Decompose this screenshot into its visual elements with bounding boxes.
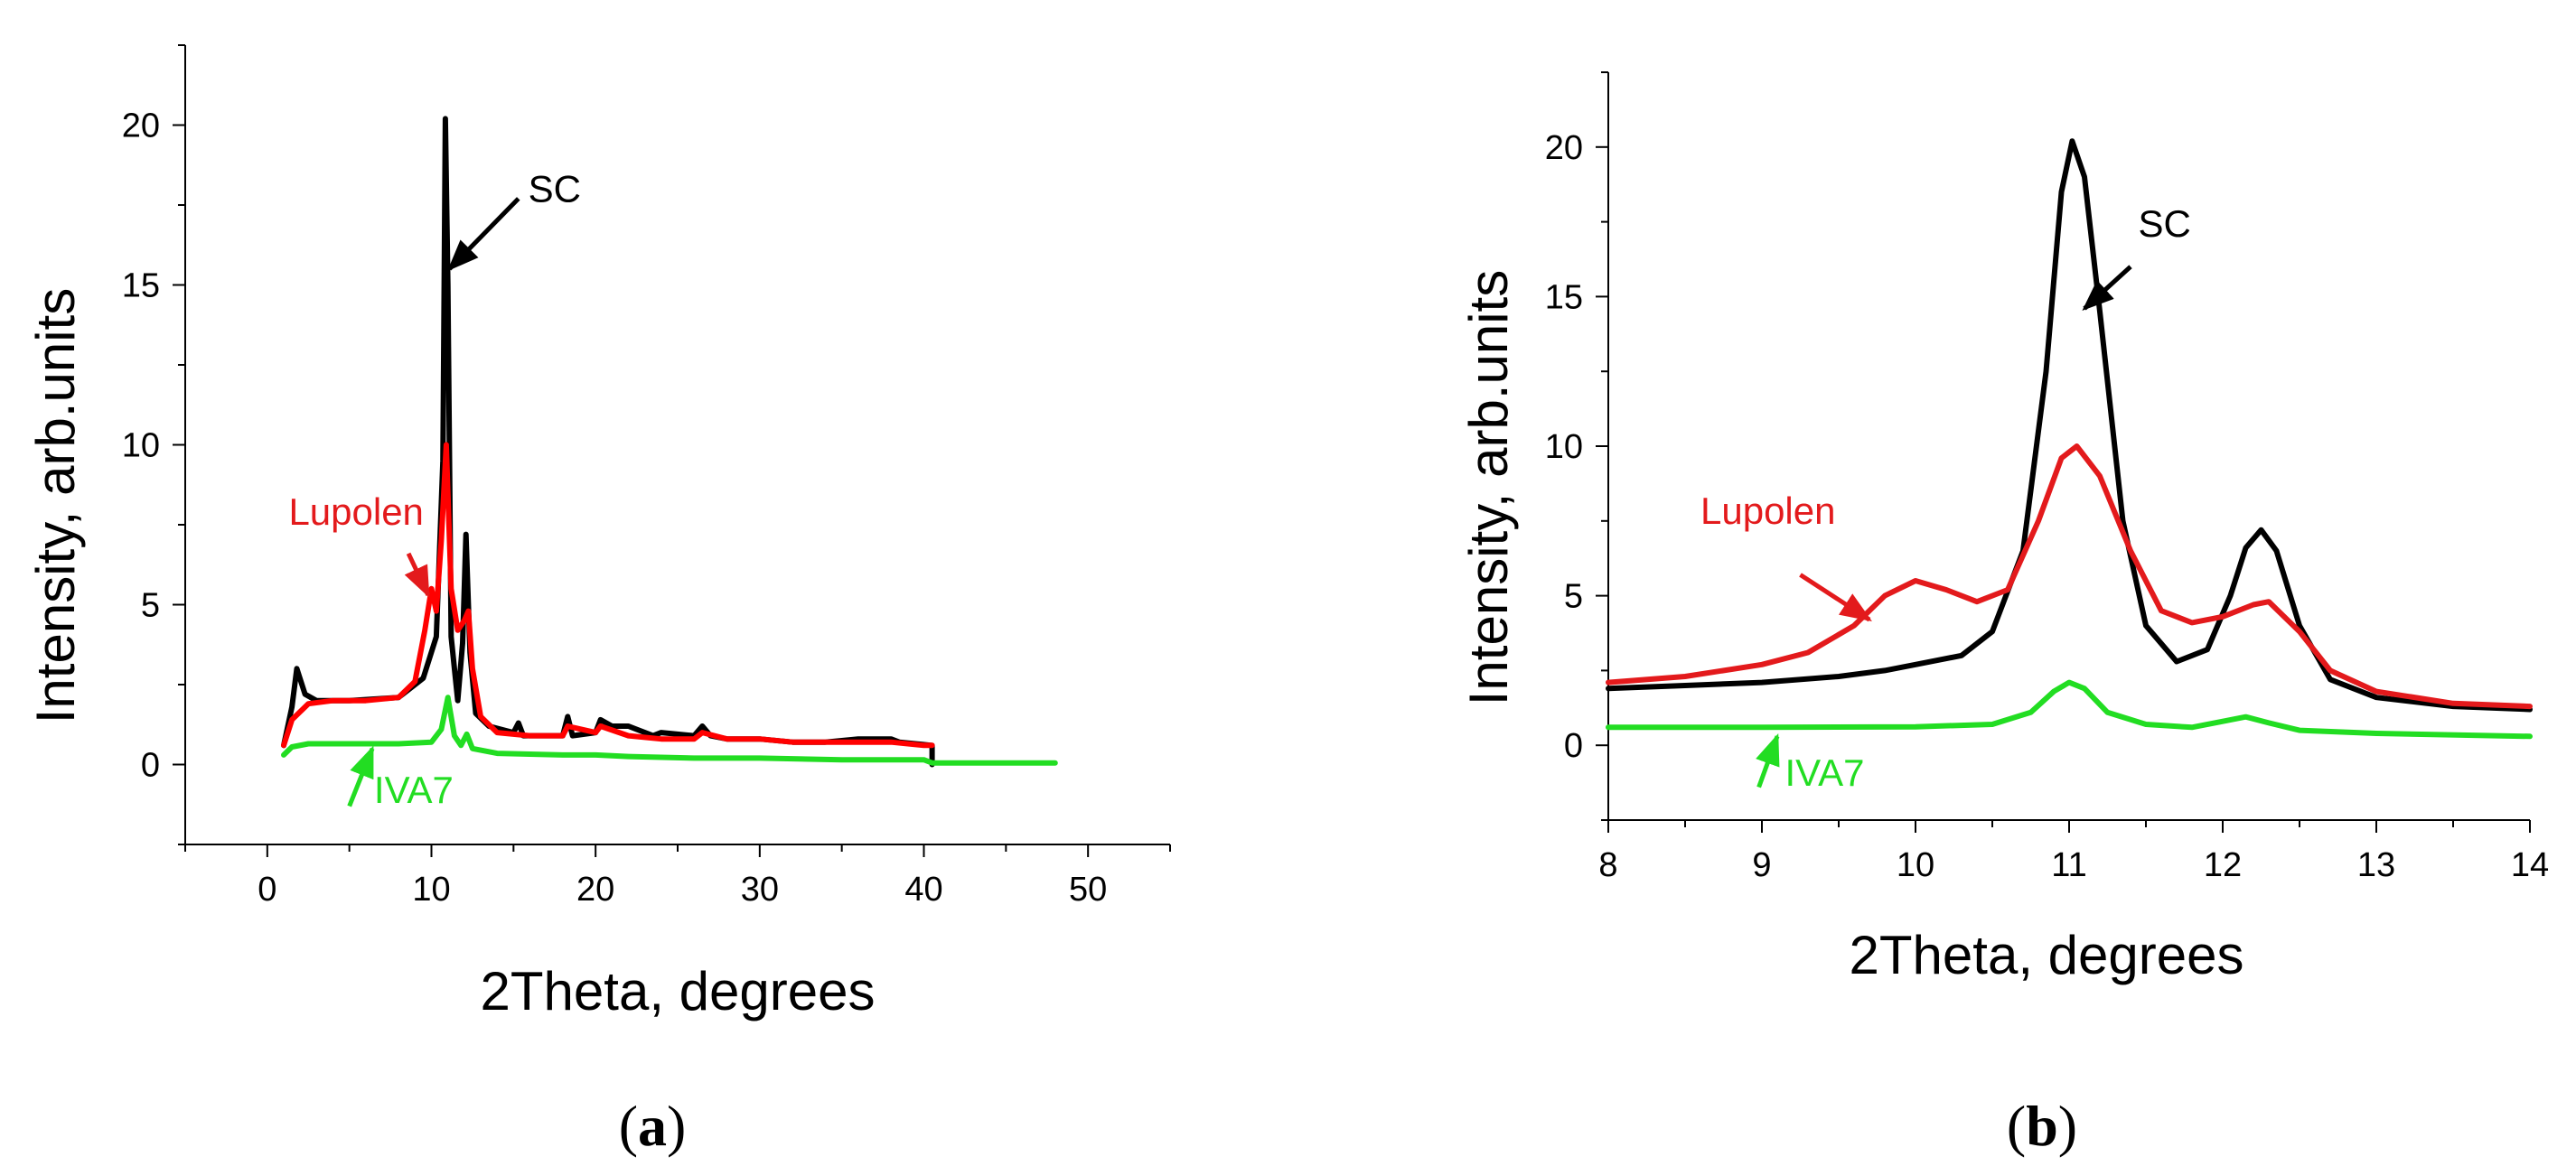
- plot-b-series: [1606, 138, 2533, 740]
- series-line-sc: [1606, 138, 2533, 713]
- x-tick-label: 50: [1069, 871, 1107, 909]
- series-line-iva7: [281, 695, 1058, 766]
- y-tick-label: 0: [1564, 727, 1583, 765]
- series-line-sc: [281, 116, 935, 768]
- annotation-label-sc: SC: [529, 167, 581, 210]
- annotation-arrow-iva7: [347, 745, 375, 807]
- series-line-iva7: [1606, 679, 2533, 740]
- chart-panel-a: 0 10 20 30 40 50 0 5 10 15 20 SC Lupolen IVA7 2Theta…: [25, 44, 1171, 1158]
- series-line-lupolen: [1606, 443, 2533, 710]
- panel-b-letter: b: [2026, 1094, 2058, 1158]
- panel-b-y-axis-title: Intensity, arb.units: [1458, 270, 1519, 705]
- x-tick-label: 20: [576, 871, 614, 909]
- annotation-label-iva7: IVA7: [1785, 751, 1865, 794]
- x-tick-label: 8: [1598, 846, 1617, 884]
- annotation-arrow-sc: [447, 197, 520, 272]
- plot-b-annotations: SC Lupolen IVA7: [1700, 202, 2191, 794]
- annotation-arrow-sc: [2082, 265, 2132, 312]
- x-tick-label: 9: [1752, 846, 1771, 884]
- plot-a-series: [281, 116, 1058, 768]
- y-tick-label: 10: [122, 427, 160, 465]
- x-tick-label: 13: [2357, 846, 2395, 884]
- x-tick-label: 0: [258, 871, 276, 909]
- x-tick-label: 40: [904, 871, 942, 909]
- y-tick-label: 10: [1545, 428, 1583, 466]
- y-tick-label: 15: [122, 267, 160, 305]
- x-tick-label: 10: [1897, 846, 1934, 884]
- y-tick-label: 15: [1545, 278, 1583, 316]
- y-tick-label: 5: [141, 587, 160, 625]
- chart-panel-b: 8 9 10 11 12 13 14 0 5 10 15 20 SC Lupolen IVA7 2Thet…: [1458, 71, 2549, 1158]
- panel-b-label: (b): [2007, 1094, 2077, 1158]
- plot-b-axes: 8 9 10 11 12 13 14 0 5 10 15 20: [1545, 71, 2549, 884]
- y-tick-label: 20: [1545, 129, 1583, 167]
- plot-a-annotations: SC Lupolen IVA7: [288, 167, 581, 811]
- y-tick-label: 0: [141, 747, 160, 785]
- panel-b-x-axis-title: 2Theta, degrees: [1850, 925, 2244, 985]
- x-tick-label: 11: [2051, 846, 2086, 884]
- panel-a-y-axis-title: Intensity, arb.units: [25, 288, 86, 723]
- x-tick-label: 30: [741, 871, 779, 909]
- panel-a-letter: a: [638, 1094, 667, 1158]
- x-tick-label: 14: [2511, 846, 2549, 884]
- panel-a-label: (a): [619, 1094, 687, 1158]
- annotation-label-lupolen: Lupolen: [288, 490, 423, 533]
- annotation-arrow-lupolen: [1799, 573, 1872, 622]
- annotation-arrow-lupolen: [404, 552, 431, 599]
- annotation-arrow-iva7: [1756, 732, 1780, 788]
- x-tick-label: 10: [412, 871, 450, 909]
- annotation-label-lupolen: Lupolen: [1700, 490, 1835, 532]
- annotation-label-iva7: IVA7: [374, 769, 454, 811]
- x-tick-label: 12: [2204, 846, 2242, 884]
- annotation-label-sc: SC: [2139, 202, 2191, 245]
- panel-a-x-axis-title: 2Theta, degrees: [481, 961, 876, 1021]
- y-tick-label: 20: [122, 107, 160, 145]
- y-tick-label: 5: [1564, 578, 1583, 616]
- series-line-lupolen: [281, 442, 935, 749]
- plot-a-axes: 0 10 20 30 40 50 0 5 10 15 20: [122, 44, 1171, 909]
